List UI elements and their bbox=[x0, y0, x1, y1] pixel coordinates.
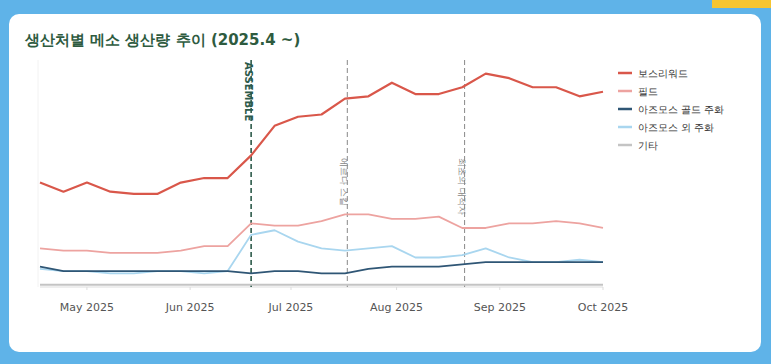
x-tick-label: Oct 2025 bbox=[578, 301, 629, 314]
legend-swatch bbox=[618, 126, 632, 129]
x-tick-label: May 2025 bbox=[60, 301, 114, 314]
legend-label: 아즈모스 골드 주화 bbox=[638, 104, 724, 115]
legend-label: 아즈모스 외 주화 bbox=[638, 122, 714, 133]
panel bbox=[9, 14, 761, 352]
x-tick-label: Aug 2025 bbox=[370, 301, 423, 314]
title: 생산처별 메소 생산량 추이 (2025.4 ~) bbox=[24, 31, 300, 49]
x-tick bbox=[291, 287, 292, 290]
plot-area bbox=[40, 60, 603, 287]
x-tick-label: Jul 2025 bbox=[268, 301, 314, 314]
event-label: ASSEMBLE bbox=[243, 62, 254, 121]
legend-label: 필드 bbox=[638, 86, 658, 97]
x-axis bbox=[40, 287, 603, 288]
background bbox=[0, 0, 771, 364]
x-tick bbox=[190, 287, 191, 290]
x-tick bbox=[603, 287, 604, 290]
x-tick-label: Jun 2025 bbox=[165, 301, 215, 314]
event-label: 에르다 스킬 bbox=[339, 158, 349, 206]
legend-swatch bbox=[618, 144, 632, 147]
legend-label: 기타 bbox=[638, 140, 658, 151]
legend-swatch bbox=[618, 72, 632, 75]
series-line bbox=[40, 214, 603, 253]
series-line bbox=[40, 74, 603, 194]
series-line bbox=[40, 230, 603, 273]
legend-label: 보스리워드 bbox=[638, 68, 688, 79]
series-line bbox=[40, 284, 603, 286]
legend-swatch bbox=[618, 108, 632, 111]
x-tick bbox=[499, 287, 500, 290]
x-tick bbox=[86, 287, 87, 290]
decoration bbox=[712, 0, 771, 8]
event-label: 최초의 대적자 bbox=[457, 158, 467, 215]
x-tick bbox=[396, 287, 397, 290]
chart: 생산처별 메소 생산량 추이 (2025.4 ~) May 2025 Jun 202… bbox=[0, 0, 771, 364]
series-line bbox=[40, 262, 603, 273]
y-axis bbox=[38, 60, 39, 287]
x-tick-label: Sep 2025 bbox=[474, 301, 526, 314]
legend-swatch bbox=[618, 90, 632, 93]
